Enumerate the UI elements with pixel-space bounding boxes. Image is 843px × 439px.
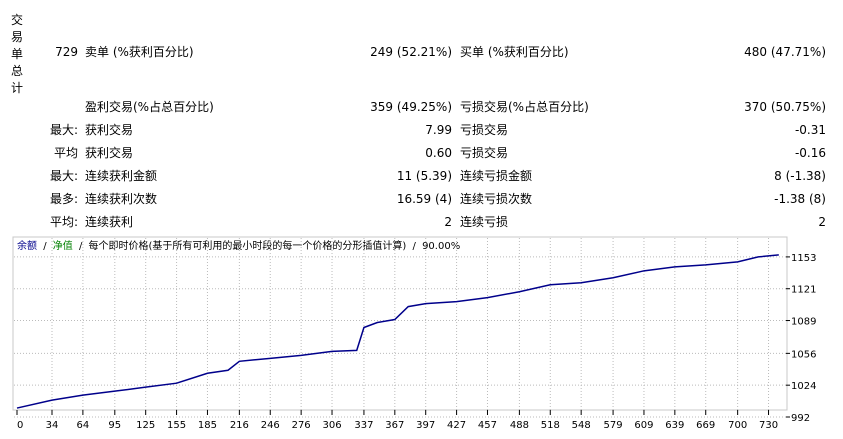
x-tick-label: 579 xyxy=(604,420,623,431)
stat-label: 连续亏损次数 xyxy=(460,192,533,206)
x-tick-label: 730 xyxy=(759,420,778,431)
stat-value: -1.38 (8) xyxy=(774,192,826,206)
legend-separator: / xyxy=(43,241,47,252)
stat-value: 7.99 xyxy=(425,123,452,137)
stat-label: 亏损交易 xyxy=(460,123,509,137)
balance-line xyxy=(16,254,779,409)
x-tick-label: 306 xyxy=(322,420,341,431)
x-tick-label: 95 xyxy=(108,420,121,431)
stat-value: 11 (5.39) xyxy=(396,169,452,183)
legend-model: 每个即时价格(基于所有可利用的最小时段的每一个价格的分形插值计算) xyxy=(89,239,407,252)
stat-label: 获利交易 xyxy=(85,146,134,160)
x-tick-label: 276 xyxy=(292,420,311,431)
stat-label: 连续获利金额 xyxy=(85,169,158,183)
row-prefix: 平均: xyxy=(49,215,78,229)
stat-value: -0.31 xyxy=(794,123,826,137)
stat-label: 买单 (%获利百分比) xyxy=(460,45,569,59)
row-prefix: 729 xyxy=(55,45,78,59)
x-tick-label: 185 xyxy=(198,420,217,431)
x-tick-label: 367 xyxy=(385,420,404,431)
y-tick-label: 1056 xyxy=(791,349,816,360)
stat-label: 获利交易 xyxy=(85,123,134,137)
side-label: 交易单总计 xyxy=(11,13,24,95)
row-prefix: 最多: xyxy=(49,192,78,206)
row-prefix: 最大: xyxy=(49,123,78,137)
stat-value: 249 (52.21%) xyxy=(370,45,452,59)
row-prefix: 平均 xyxy=(53,146,78,160)
stat-label: 连续获利 xyxy=(85,215,134,229)
x-tick-label: 216 xyxy=(230,420,249,431)
stat-value: 370 (50.75%) xyxy=(744,100,826,114)
chart-frame xyxy=(12,236,788,411)
x-tick-label: 518 xyxy=(541,420,560,431)
x-tick-label: 548 xyxy=(572,420,591,431)
legend-separator: / xyxy=(79,241,83,252)
stat-value: 8 (-1.38) xyxy=(774,169,826,183)
stat-label: 卖单 (%获利百分比) xyxy=(85,45,194,59)
x-tick-label: 246 xyxy=(261,420,280,431)
legend-quality: 90.00% xyxy=(422,241,460,252)
x-tick-label: 64 xyxy=(77,420,90,431)
stat-label: 连续亏损金额 xyxy=(460,169,533,183)
y-tick-label: 1089 xyxy=(791,317,816,328)
x-tick-label: 639 xyxy=(665,420,684,431)
stat-label: 亏损交易(%占总百分比) xyxy=(460,100,589,114)
x-tick-label: 669 xyxy=(696,420,715,431)
stat-value: 359 (49.25%) xyxy=(370,100,452,114)
x-tick-label: 427 xyxy=(447,420,466,431)
x-tick-label: 0 xyxy=(17,420,23,431)
x-tick-label: 457 xyxy=(478,420,497,431)
stat-label: 连续获利次数 xyxy=(85,192,158,206)
y-tick-label: 1024 xyxy=(791,381,816,392)
stat-value: 0.60 xyxy=(425,146,452,160)
stat-value: 2 xyxy=(818,215,826,229)
stat-label: 亏损交易 xyxy=(460,146,509,160)
stat-label: 盈利交易(%占总百分比) xyxy=(85,100,214,114)
stat-label: 连续亏损 xyxy=(460,215,509,229)
x-tick-label: 337 xyxy=(354,420,373,431)
x-tick-label: 155 xyxy=(167,420,186,431)
y-tick-label: 992 xyxy=(791,413,810,424)
stat-value: 480 (47.71%) xyxy=(744,45,826,59)
legend-separator: / xyxy=(413,241,417,252)
x-tick-label: 34 xyxy=(46,420,59,431)
x-tick-label: 609 xyxy=(634,420,653,431)
legend-balance: 余额 xyxy=(17,239,37,252)
y-tick-label: 1153 xyxy=(791,253,816,264)
x-tick-label: 125 xyxy=(136,420,155,431)
stat-value: -0.16 xyxy=(794,146,826,160)
legend-equity: 净值 xyxy=(53,239,73,252)
stat-value: 2 xyxy=(444,215,452,229)
y-tick-label: 1121 xyxy=(791,285,816,296)
row-prefix: 最大: xyxy=(49,169,78,183)
x-tick-label: 700 xyxy=(728,420,747,431)
x-tick-label: 488 xyxy=(510,420,529,431)
x-tick-label: 397 xyxy=(416,420,435,431)
legend: 余额 / 净值 / 每个即时价格(基于所有可利用的最小时段的每一个价格的分形插值… xyxy=(17,239,460,252)
stat-value: 16.59 (4) xyxy=(396,192,452,206)
